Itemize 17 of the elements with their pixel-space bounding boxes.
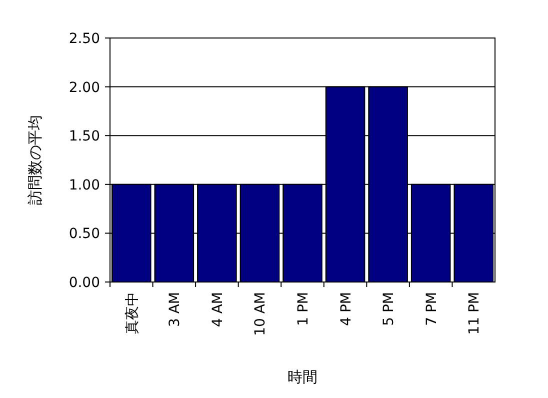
y-tick-label: 0.50 [68, 226, 100, 242]
y-tick-label: 1.50 [68, 128, 100, 145]
x-tick-label: 3 AM [167, 292, 184, 328]
y-tick-label: 0.00 [68, 275, 100, 291]
x-tick-label: 4 PM [338, 292, 354, 326]
y-axis-title: 訪問数の平均 [26, 115, 44, 205]
x-tick-label: 10 AM [252, 292, 269, 336]
x-tick-label: 5 PM [381, 292, 398, 326]
y-tick-label: 2.50 [68, 31, 100, 47]
y-tick-label: 1.00 [68, 177, 100, 194]
x-tick-label: 4 AM [210, 292, 226, 328]
x-tick-label: 11 PM [466, 292, 483, 335]
y-tick-label: 2.00 [68, 80, 100, 96]
x-tick-label: 7 PM [424, 292, 440, 326]
x-tick-label: 真夜中 [124, 292, 140, 334]
x-axis-title: 時間 [288, 368, 318, 386]
x-tick-label: 1 PM [296, 292, 312, 326]
